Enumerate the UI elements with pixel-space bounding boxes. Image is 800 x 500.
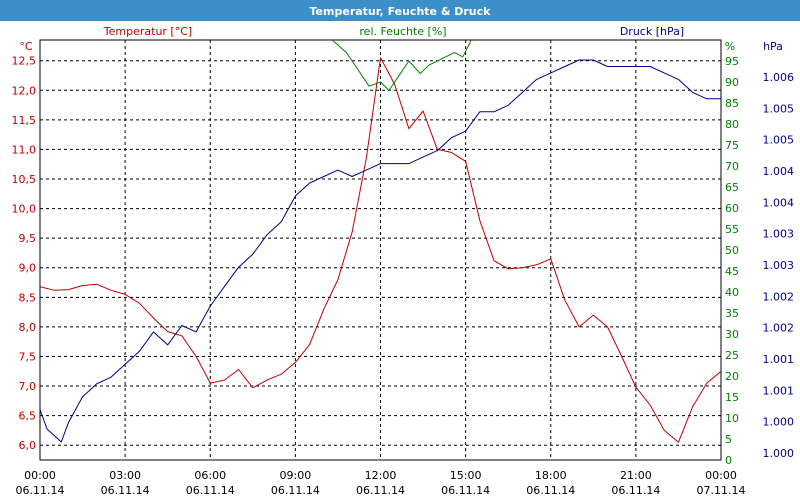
pressure-tick-label: 1.005	[763, 134, 795, 147]
plot-area-border	[39, 39, 722, 461]
humidity-tick-label: 55	[725, 223, 739, 236]
temperature-tick-label: 6,0	[19, 439, 37, 452]
temperature-tick-label: 11,0	[12, 143, 37, 156]
pressure-tick-label: 1.001	[763, 384, 795, 397]
humidity-tick-label: 45	[725, 265, 739, 278]
pressure-tick-label: 1.000	[763, 416, 795, 429]
temperature-tick-label: 7,5	[19, 350, 37, 363]
humidity-tick-label: 10	[725, 412, 739, 425]
x-tick-date-label: 07.11.14	[697, 484, 746, 497]
pressure-tick-label: 1.004	[763, 196, 795, 209]
humidity-tick-label: 25	[725, 349, 739, 362]
temperature-tick-label: 12,0	[12, 84, 37, 97]
x-tick-date-label: 06.11.14	[356, 484, 405, 497]
temperature-tick-label: 11,5	[12, 114, 37, 127]
temperature-series-label: Temperatur [°C]	[103, 25, 192, 38]
humidity-tick-label: 20	[725, 370, 739, 383]
humidity-tick-label: 80	[725, 118, 739, 131]
pressure-tick-label: 1.002	[763, 322, 795, 335]
humidity-tick-label: 15	[725, 391, 739, 404]
pressure-tick-label: 1.005	[763, 102, 795, 115]
title-bar	[0, 0, 800, 21]
humidity-tick-label: 75	[725, 139, 739, 152]
x-tick-time-label: 00:00	[705, 469, 737, 482]
x-tick-time-label: 06:00	[194, 469, 226, 482]
humidity-tick-label: 85	[725, 97, 739, 110]
x-tick-time-label: 03:00	[109, 469, 141, 482]
humidity-tick-label: 0	[725, 454, 732, 467]
x-tick-date-label: 06.11.14	[526, 484, 575, 497]
x-tick-date-label: 06.11.14	[611, 484, 660, 497]
temperature-tick-label: 6,5	[19, 410, 37, 423]
pressure-unit-label: hPa	[763, 40, 783, 53]
tick-labels: 12,5 12,0 11,5 11,0 10,5 10,0 9,5 9,0 8,5 8,0 7,5 7…	[12, 55, 795, 497]
pressure-tick-label: 1.004	[763, 165, 795, 178]
pressure-tick-label: 1.003	[763, 259, 795, 272]
temperature-tick-label: 9,5	[19, 232, 37, 245]
x-tick-time-label: 21:00	[620, 469, 652, 482]
chart-title: Temperatur, Feuchte & Druck	[310, 5, 492, 18]
temperature-tick-label: 9,0	[19, 262, 37, 275]
x-tick-time-label: 18:00	[535, 469, 567, 482]
temperature-tick-label: 8,5	[19, 291, 37, 304]
pressure-tick-label: 1.000	[763, 447, 795, 460]
grid	[40, 40, 721, 460]
x-tick-date-label: 06.11.14	[16, 484, 65, 497]
humidity-tick-label: 30	[725, 328, 739, 341]
temperature-series-line	[40, 57, 721, 443]
temperature-tick-label: 8,0	[19, 321, 37, 334]
humidity-tick-label: 90	[725, 76, 739, 89]
humidity-tick-label: 70	[725, 160, 739, 173]
humidity-tick-label: 95	[725, 55, 739, 68]
pressure-tick-label: 1.003	[763, 228, 795, 241]
x-tick-time-label: 00:00	[24, 469, 56, 482]
pressure-series-label: Druck [hPa]	[620, 25, 684, 38]
x-tick-time-label: 09:00	[280, 469, 312, 482]
humidity-tick-label: 50	[725, 244, 739, 257]
pressure-series-line	[40, 59, 721, 443]
temperature-tick-label: 7,0	[19, 380, 37, 393]
humidity-unit-label: %	[725, 40, 735, 53]
x-tick-date-label: 06.11.14	[101, 484, 150, 497]
x-tick-time-label: 12:00	[365, 469, 397, 482]
pressure-tick-label: 1.001	[763, 353, 795, 366]
x-tick-date-label: 06.11.14	[186, 484, 235, 497]
humidity-tick-label: 40	[725, 286, 739, 299]
temperature-tick-label: 12,5	[12, 55, 37, 68]
humidity-tick-label: 60	[725, 202, 739, 215]
pressure-tick-label: 1.002	[763, 290, 795, 303]
temperature-tick-label: 10,0	[12, 203, 37, 216]
series-layer	[40, 40, 721, 443]
temperature-unit-label: °C	[19, 40, 33, 53]
humidity-series-label: rel. Feuchte [%]	[359, 25, 446, 38]
x-tick-date-label: 06.11.14	[441, 484, 490, 497]
humidity-tick-label: 65	[725, 181, 739, 194]
x-tick-time-label: 15:00	[450, 469, 482, 482]
humidity-tick-label: 35	[725, 307, 739, 320]
humidity-series-line	[331, 40, 472, 91]
x-tick-date-label: 06.11.14	[271, 484, 320, 497]
temperature-tick-label: 10,5	[12, 173, 37, 186]
pressure-tick-label: 1.006	[763, 71, 795, 84]
humidity-tick-label: 5	[725, 433, 732, 446]
